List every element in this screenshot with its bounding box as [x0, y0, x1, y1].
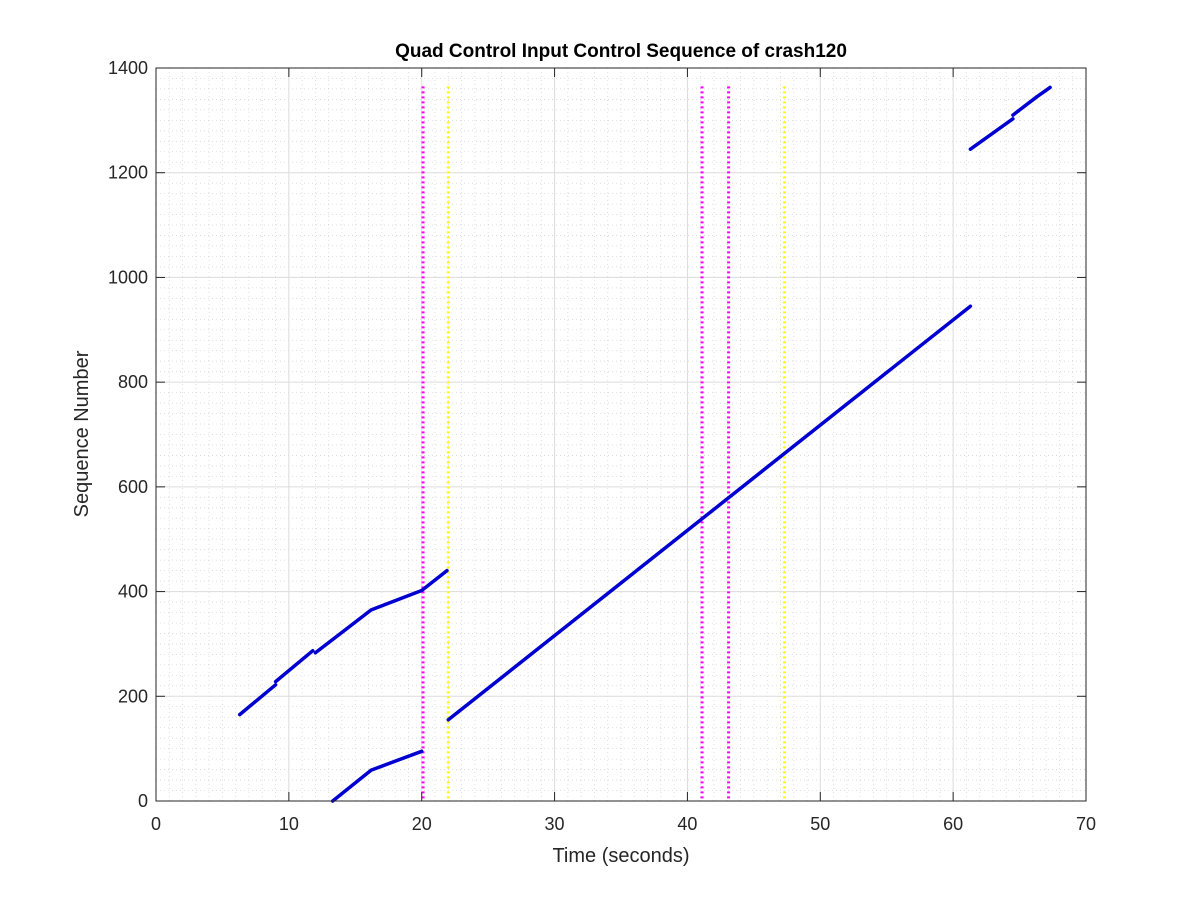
series-line-segment: [1035, 85, 1052, 99]
plot-frame: [155, 67, 1087, 802]
series-line-segment: [1011, 95, 1039, 117]
vertical-marker-lines: [421, 86, 786, 801]
x-axis-label: Time (seconds): [552, 845, 689, 867]
chart-title: Quad Control Input Control Sequence of c…: [395, 41, 847, 62]
y-tick-label: 800: [118, 372, 148, 392]
series-line-segment: [237, 683, 278, 717]
series-line-segment: [313, 568, 449, 655]
y-tick-label: 200: [118, 686, 148, 706]
series-lines: [237, 85, 1052, 803]
x-tick-label: 50: [810, 814, 830, 834]
x-tick-label: 70: [1076, 814, 1096, 834]
x-tick-label: 0: [151, 814, 161, 834]
series-line-segment: [968, 117, 1015, 151]
series-line-segment: [273, 648, 315, 684]
x-tick-labels: 0 10 20 30 40 50 60 70: [151, 814, 1096, 834]
x-tick-label: 60: [943, 814, 963, 834]
y-axis-label: Sequence Number: [71, 350, 93, 517]
y-tick-label: 600: [118, 477, 148, 497]
y-tick-labels: 0 200 400 600 800 1000 1200 1400: [108, 58, 148, 811]
series-line-segment: [446, 304, 973, 722]
minor-grid: [156, 68, 1086, 801]
y-tick-label: 1200: [108, 163, 148, 183]
x-tick-label: 20: [412, 814, 432, 834]
y-tick-label: 1400: [108, 58, 148, 78]
y-tick-label: 400: [118, 582, 148, 602]
x-tick-label: 10: [279, 814, 299, 834]
y-tick-label: 0: [138, 791, 148, 811]
axis-ticks: [155, 67, 1087, 802]
x-tick-label: 40: [677, 814, 697, 834]
y-tick-label: 1000: [108, 267, 148, 287]
x-tick-label: 30: [545, 814, 565, 834]
series-line-segment: [330, 749, 424, 803]
